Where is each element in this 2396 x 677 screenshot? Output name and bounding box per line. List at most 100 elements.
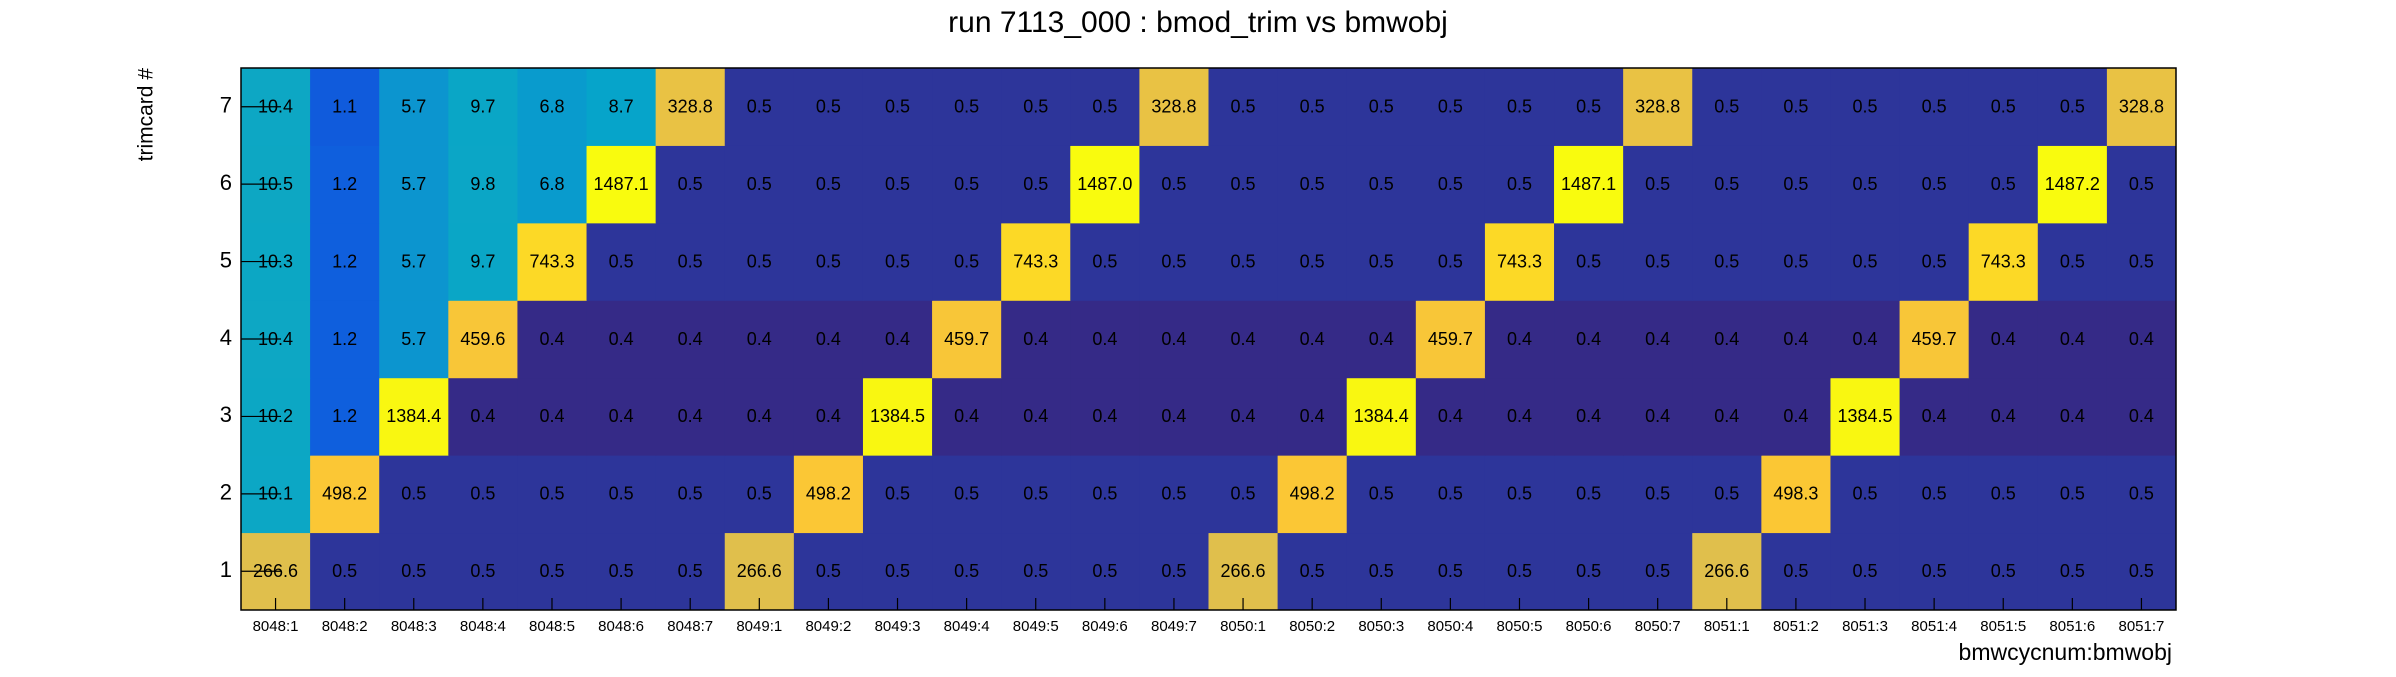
x-tick-label: 8050:3 xyxy=(1358,618,1404,635)
heatmap-cell xyxy=(1346,532,1417,611)
heatmap-cell xyxy=(793,300,864,379)
heatmap-cell xyxy=(793,145,864,224)
cell-label: 0.4 xyxy=(1300,329,1325,349)
heatmap-cell xyxy=(1761,377,1831,456)
cell-label: 0.5 xyxy=(1783,174,1808,194)
heatmap-cell xyxy=(517,455,588,534)
cell-label: 328.8 xyxy=(668,96,713,116)
heatmap-cell xyxy=(586,68,657,146)
heatmap-cell xyxy=(1623,68,1693,146)
cell-label: 0.5 xyxy=(1161,174,1186,194)
heatmap-cell xyxy=(1761,145,1831,224)
heatmap-cell xyxy=(1554,455,1624,534)
heatmap-cell xyxy=(1415,300,1486,379)
cell-label: 0.5 xyxy=(1991,174,2016,194)
heatmap-cell xyxy=(1139,455,1209,534)
x-tick-label: 8050:7 xyxy=(1635,618,1681,635)
cell-label: 0.5 xyxy=(1783,96,1808,116)
cell-label: 0.5 xyxy=(470,484,495,504)
cell-label: 0.5 xyxy=(747,174,772,194)
cell-label: 0.5 xyxy=(1714,96,1739,116)
cell-label: 0.5 xyxy=(1507,96,1532,116)
cell-label: 0.4 xyxy=(2129,329,2154,349)
heatmap-cell xyxy=(724,300,795,379)
cell-label: 0.5 xyxy=(954,96,979,116)
heatmap-cell xyxy=(1346,145,1417,224)
heatmap-cell xyxy=(1623,145,1693,224)
y-tick-label: 4 xyxy=(220,325,232,350)
cell-label: 743.3 xyxy=(1497,251,1542,271)
heatmap-cell xyxy=(379,145,449,224)
cell-label: 266.6 xyxy=(737,561,782,581)
heatmap-cell xyxy=(1415,145,1486,224)
cell-label: 0.5 xyxy=(1023,96,1048,116)
heatmap-cell xyxy=(1208,145,1279,224)
cell-label: 0.5 xyxy=(1231,174,1256,194)
heatmap-cell xyxy=(1554,300,1624,379)
cell-label: 0.5 xyxy=(1092,96,1117,116)
cell-label: 0.5 xyxy=(470,561,495,581)
cell-label: 0.5 xyxy=(1507,484,1532,504)
heatmap-cell xyxy=(586,145,657,224)
heatmap-cell xyxy=(1208,532,1279,611)
heatmap-cell xyxy=(1277,455,1348,534)
cell-label: 0.5 xyxy=(885,174,910,194)
heatmap-cell xyxy=(1761,68,1831,146)
heatmap-cell xyxy=(724,222,795,301)
chart-title: run 7113_000 : bmod_trim vs bmwobj xyxy=(948,6,1448,39)
heatmap-cell xyxy=(1208,455,1279,534)
cell-label: 0.5 xyxy=(747,96,772,116)
heatmap-cell xyxy=(586,532,657,611)
cell-label: 0.5 xyxy=(1853,174,1878,194)
heatmap-cell xyxy=(517,377,588,456)
cell-label: 743.3 xyxy=(1981,251,2026,271)
cell-label: 459.7 xyxy=(944,329,989,349)
cell-label: 0.5 xyxy=(747,251,772,271)
cell-label: 498.2 xyxy=(1290,484,1335,504)
heatmap-cell xyxy=(862,455,933,534)
x-tick-label: 8049:3 xyxy=(875,618,921,635)
heatmap-cell xyxy=(379,532,449,611)
cell-label: 0.5 xyxy=(1231,251,1256,271)
cell-label: 0.4 xyxy=(1161,406,1186,426)
heatmap-cell xyxy=(1277,222,1348,301)
cell-label: 0.5 xyxy=(954,484,979,504)
heatmap-cell xyxy=(310,145,380,224)
heatmap-cell xyxy=(1139,532,1209,611)
cell-label: 0.5 xyxy=(1300,96,1325,116)
heatmap-cell xyxy=(448,377,518,456)
cell-label: 0.5 xyxy=(1023,174,1048,194)
heatmap-cell xyxy=(1484,455,1555,534)
heatmap-cell xyxy=(932,145,1002,224)
cell-label: 0.4 xyxy=(2129,406,2154,426)
heatmap-cell xyxy=(724,68,795,146)
cell-label: 5.7 xyxy=(401,174,426,194)
cell-label: 0.5 xyxy=(816,561,841,581)
heatmap-cell xyxy=(448,222,518,301)
cell-label: 0.5 xyxy=(816,174,841,194)
heatmap-cell xyxy=(517,532,588,611)
heatmap-cell xyxy=(2037,377,2108,456)
cell-label: 9.7 xyxy=(470,96,495,116)
cell-label: 0.4 xyxy=(1645,406,1670,426)
heatmap-cell xyxy=(1070,145,1140,224)
heatmap-cell xyxy=(1899,68,1970,146)
heatmap-cell xyxy=(1415,377,1486,456)
cell-label: 498.3 xyxy=(1773,484,1818,504)
cell-label: 0.5 xyxy=(1714,484,1739,504)
heatmap-cell xyxy=(1208,300,1279,379)
cell-label: 1487.1 xyxy=(1561,174,1616,194)
heatmap-cell xyxy=(655,455,726,534)
cell-label: 0.5 xyxy=(332,561,357,581)
cell-label: 1.1 xyxy=(332,96,357,116)
cell-label: 0.5 xyxy=(1300,174,1325,194)
heatmap-cell xyxy=(1968,300,2039,379)
heatmap-cell xyxy=(1968,68,2039,146)
heatmap-cell xyxy=(310,377,380,456)
cell-label: 0.5 xyxy=(816,251,841,271)
cell-label: 0.5 xyxy=(2060,96,2085,116)
heatmap-cell xyxy=(1830,377,1901,456)
x-tick-label: 8049:2 xyxy=(805,618,851,635)
heatmap-cell xyxy=(1484,145,1555,224)
x-tick-label: 8051:1 xyxy=(1704,618,1750,635)
